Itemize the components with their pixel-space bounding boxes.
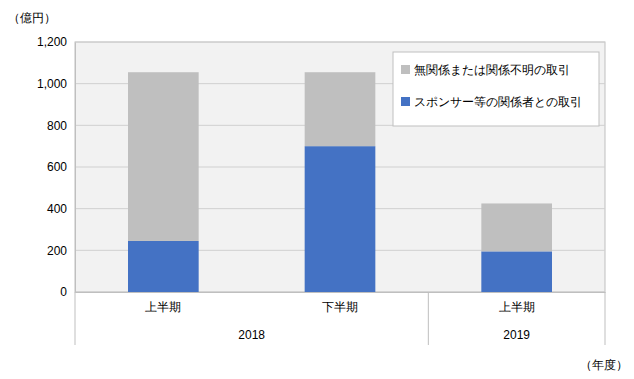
group-separator [605, 292, 606, 345]
x-tick-label: 下半期 [322, 300, 358, 314]
y-tick-label: 1,000 [37, 77, 67, 91]
y-axis-line [75, 43, 76, 293]
group-separator [75, 292, 76, 345]
y-tick-label: 1,200 [37, 35, 67, 49]
bar-segment [305, 146, 376, 292]
x-tick-label: 上半期 [145, 300, 181, 314]
y-axis-title: （億円） [8, 11, 56, 25]
bar-segment [128, 241, 199, 292]
y-tick: 0 [60, 285, 75, 299]
x-axis-title: （年度） [580, 358, 628, 372]
grid [75, 42, 605, 292]
y-tick-label: 600 [47, 160, 67, 174]
bar-segment [305, 72, 376, 146]
plot-background [75, 42, 605, 292]
legend-box [393, 52, 599, 126]
chart: 0 200 400 600 800 1,000 1,200 上半期 下半期 上半期 2018 2019… [0, 0, 634, 379]
legend-label: 無関係または関係不明の取引 [414, 63, 570, 77]
legend-swatch [401, 97, 410, 106]
y-tick-label: 400 [47, 202, 67, 216]
bar-segment [481, 203, 552, 251]
x-tick-label: 上半期 [499, 300, 535, 314]
group-separator [428, 292, 429, 345]
legend-swatch [401, 65, 410, 74]
group-label: 2018 [238, 328, 265, 342]
x-axis-line [76, 292, 606, 293]
y-tick: 400 [47, 202, 75, 216]
y-tick: 200 [47, 244, 75, 258]
x-tick: 上半期 [499, 292, 535, 314]
group-label: 2019 [503, 328, 530, 342]
y-tick: 800 [47, 119, 75, 133]
grid-line [75, 42, 605, 43]
y-tick-label: 200 [47, 244, 67, 258]
y-tick: 1,000 [37, 77, 75, 91]
x-groups: 2018 2019 [75, 292, 605, 345]
legend-label: スポンサー等の関係者との取引 [414, 95, 582, 109]
y-tick: 1,200 [37, 35, 75, 49]
bar-segment [481, 251, 552, 292]
legend: 無関係または関係不明の取引スポンサー等の関係者との取引 [393, 52, 599, 126]
y-axis: 0 200 400 600 800 1,000 1,200 [37, 35, 76, 299]
y-tick: 600 [47, 160, 75, 174]
bar-segment [128, 72, 199, 241]
x-axis: 上半期 下半期 上半期 [76, 292, 606, 314]
x-tick: 下半期 [322, 292, 358, 314]
x-tick: 上半期 [145, 292, 181, 314]
y-tick-label: 0 [60, 285, 67, 299]
y-tick-label: 800 [47, 119, 67, 133]
